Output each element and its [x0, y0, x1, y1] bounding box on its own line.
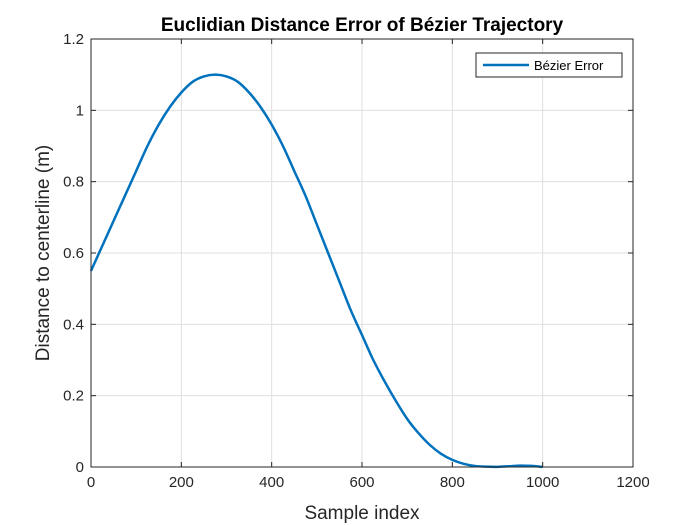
ticks: [90, 38, 634, 468]
tick-labels: 0 200 400 600 800 1000 1200 0 0.2 0.4 0.6 0.8 1 1.2: [63, 31, 650, 491]
x-tick-label: 400: [259, 474, 284, 491]
grid: [91, 39, 633, 467]
x-tick-label: 1200: [616, 474, 649, 491]
y-tick-label: 0.4: [63, 316, 84, 333]
x-tick-label: 200: [169, 474, 194, 491]
x-tick-label: 1000: [526, 474, 559, 491]
y-tick-label: 0: [76, 459, 84, 476]
x-axis-label: Sample index: [304, 503, 420, 524]
y-tick-label: 0.2: [63, 388, 84, 405]
y-tick-label: 0.6: [63, 245, 84, 262]
y-tick-label: 1.2: [63, 31, 84, 48]
x-tick-label: 0: [87, 474, 95, 491]
y-tick-label: 0.8: [63, 174, 84, 191]
series-line: [89, 73, 543, 469]
series-layer: [89, 73, 543, 469]
chart-title: Euclidian Distance Error of Bézier Traje…: [161, 15, 564, 36]
y-axis-label: Distance to centerline (m): [33, 145, 54, 361]
legend: Bézier Error: [475, 52, 623, 78]
y-tick-label: 1: [76, 102, 84, 119]
legend-label: Bézier Error: [534, 58, 604, 73]
x-tick-label: 600: [349, 474, 374, 491]
x-tick-label: 800: [440, 474, 465, 491]
